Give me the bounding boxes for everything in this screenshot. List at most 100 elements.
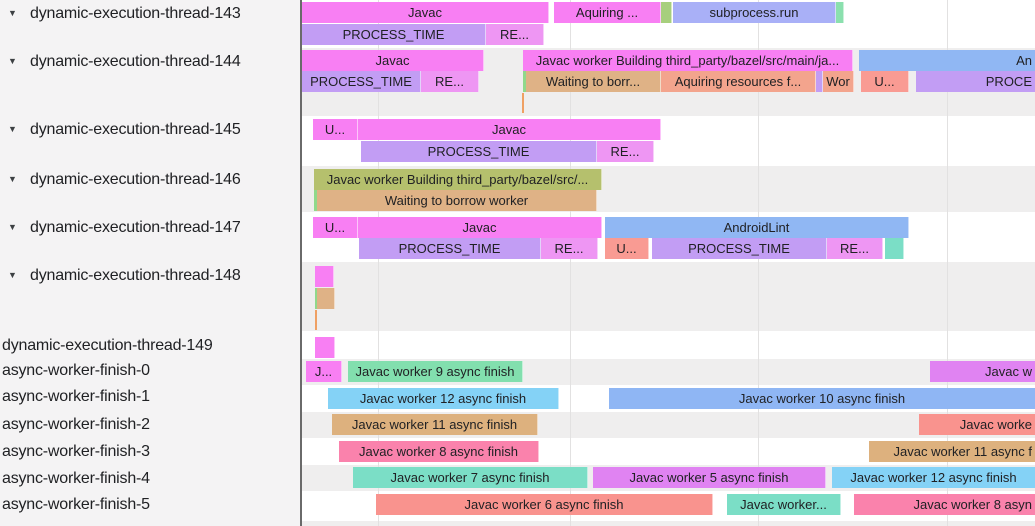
- trace-span[interactable]: Javac worker 5 async finish: [593, 467, 826, 488]
- trace-span[interactable]: Waiting to borrow worker: [317, 190, 597, 211]
- trace-span[interactable]: [816, 71, 823, 92]
- trace-span[interactable]: Wor: [823, 71, 854, 92]
- trace-span-label: J...: [314, 364, 333, 379]
- trace-span[interactable]: Javac worker 11 async f: [869, 441, 1035, 462]
- trace-span[interactable]: Javac worker 11 async finish: [332, 414, 538, 435]
- track-name-label: dynamic-execution-thread-147: [30, 219, 241, 236]
- trace-span[interactable]: U...: [861, 71, 909, 92]
- track-label-row[interactable]: dynamic-execution-thread-149: [0, 336, 300, 356]
- trace-span[interactable]: Javac: [302, 2, 549, 23]
- trace-span-label: Javac worker Building third_party/bazel/…: [326, 172, 589, 187]
- track-name-label: dynamic-execution-thread-144: [30, 53, 241, 70]
- track-label-row[interactable]: async-worker-finish-5: [0, 495, 300, 515]
- trace-span[interactable]: Waiting to borr...: [526, 71, 661, 92]
- trace-span[interactable]: [523, 71, 526, 92]
- trace-span[interactable]: subprocess.run: [673, 2, 836, 23]
- track-name-label: async-worker-finish-0: [2, 362, 150, 379]
- trace-span-label: RE...: [554, 241, 584, 256]
- expander-arrow-icon[interactable]: ▼: [8, 8, 17, 18]
- trace-span[interactable]: [661, 2, 672, 23]
- trace-span[interactable]: Javac worker Building third_party/bazel/…: [523, 50, 853, 71]
- trace-span[interactable]: RE...: [421, 71, 479, 92]
- trace-span[interactable]: PROCESS_TIME: [652, 238, 827, 259]
- trace-span[interactable]: [315, 337, 335, 358]
- track-background: [302, 262, 1035, 331]
- trace-span[interactable]: PROCESS_TIME: [361, 141, 597, 162]
- trace-span[interactable]: [315, 288, 317, 309]
- trace-span[interactable]: PROCESS_TIME: [359, 238, 541, 259]
- trace-span[interactable]: PROCESS_TIME: [302, 71, 421, 92]
- trace-span[interactable]: RE...: [486, 24, 544, 45]
- trace-span[interactable]: Javac worke: [919, 414, 1035, 435]
- expander-arrow-icon[interactable]: ▼: [8, 56, 17, 66]
- trace-span-label: RE...: [840, 241, 869, 256]
- trace-span[interactable]: Javac: [358, 119, 661, 140]
- trace-span[interactable]: [314, 190, 317, 211]
- trace-span[interactable]: [522, 93, 524, 113]
- trace-span[interactable]: RE...: [827, 238, 883, 259]
- trace-span[interactable]: Javac worker 7 async finish: [353, 467, 588, 488]
- expander-arrow-icon[interactable]: ▼: [8, 174, 17, 184]
- track-label-row[interactable]: async-worker-finish-4: [0, 469, 300, 489]
- trace-span[interactable]: [836, 2, 844, 23]
- trace-span[interactable]: Aquiring resources f...: [661, 71, 816, 92]
- expander-arrow-icon[interactable]: ▼: [8, 270, 17, 280]
- expander-arrow-icon[interactable]: ▼: [8, 124, 17, 134]
- trace-span[interactable]: PROCE: [916, 71, 1035, 92]
- trace-span-label: Aquiring resources f...: [674, 74, 802, 89]
- trace-span[interactable]: U...: [313, 119, 358, 140]
- track-label-row[interactable]: async-worker-finish-2: [0, 415, 300, 435]
- time-gridline: [570, 0, 571, 526]
- trace-span[interactable]: Javac worker...: [727, 494, 841, 515]
- track-label-row[interactable]: ▼ dynamic-execution-thread-145: [0, 120, 300, 140]
- trace-span-label: Javac worker 10 async finish: [738, 391, 906, 406]
- expander-arrow-icon[interactable]: ▼: [8, 222, 17, 232]
- trace-span-label: U...: [324, 122, 346, 137]
- trace-span-label: Javac worker 9 async finish: [355, 364, 515, 379]
- trace-span[interactable]: U...: [313, 217, 358, 238]
- track-label-row[interactable]: async-worker-finish-1: [0, 387, 300, 407]
- trace-span[interactable]: Javac worker 8 async finish: [339, 441, 539, 462]
- trace-span[interactable]: Javac worker 6 async finish: [376, 494, 713, 515]
- trace-span[interactable]: [315, 266, 334, 287]
- timeline-canvas[interactable]: Javac Aquiring ... subprocess.run PROCESS_T…: [302, 0, 1035, 526]
- track-label-row[interactable]: ▼ dynamic-execution-thread-148: [0, 266, 300, 286]
- trace-span-label: AndroidLint: [723, 220, 790, 235]
- trace-span[interactable]: PROCESS_TIME: [302, 24, 486, 45]
- track-label-row[interactable]: ▼ dynamic-execution-thread-146: [0, 170, 300, 190]
- trace-span[interactable]: RE...: [541, 238, 598, 259]
- trace-span[interactable]: J...: [306, 361, 342, 382]
- track-name-label: async-worker-finish-2: [2, 416, 150, 433]
- track-label-row[interactable]: ▼ dynamic-execution-thread-147: [0, 218, 300, 238]
- trace-span[interactable]: Javac: [302, 50, 484, 71]
- trace-span[interactable]: Javac worker Building third_party/bazel/…: [314, 169, 602, 190]
- track-label-row[interactable]: async-worker-finish-0: [0, 361, 300, 381]
- trace-span[interactable]: U...: [605, 238, 649, 259]
- trace-span-label: PROCE: [985, 74, 1032, 89]
- track-label-row[interactable]: ▼ dynamic-execution-thread-143: [0, 4, 300, 24]
- trace-span[interactable]: [885, 238, 904, 259]
- track-label-row[interactable]: ▼ dynamic-execution-thread-144: [0, 52, 300, 72]
- trace-span[interactable]: Javac: [358, 217, 602, 238]
- trace-span[interactable]: [317, 288, 335, 309]
- trace-span[interactable]: Javac w: [930, 361, 1035, 382]
- trace-span[interactable]: AndroidLint: [605, 217, 909, 238]
- trace-span-label: An: [1016, 53, 1032, 68]
- trace-span[interactable]: Aquiring ...: [554, 2, 661, 23]
- trace-span[interactable]: Javac worker 8 asyn: [854, 494, 1035, 515]
- trace-span[interactable]: Javac worker 12 async finish: [328, 388, 559, 409]
- trace-span[interactable]: Javac worker 9 async finish: [348, 361, 523, 382]
- trace-span-label: Javac worker 7 async finish: [390, 470, 550, 485]
- trace-span[interactable]: RE...: [597, 141, 654, 162]
- time-gridline: [758, 0, 759, 526]
- trace-span-label: Javac worker 11 async finish: [351, 417, 518, 432]
- panel-separator[interactable]: [300, 0, 302, 526]
- track-label-row[interactable]: async-worker-finish-3: [0, 442, 300, 462]
- trace-span[interactable]: [315, 310, 317, 330]
- trace-span-label: Javac worker 8 async finish: [359, 444, 518, 459]
- trace-span-label: PROCESS_TIME: [688, 241, 790, 256]
- trace-span[interactable]: Javac worker 12 async finish: [832, 467, 1035, 488]
- trace-span[interactable]: An: [859, 50, 1035, 71]
- trace-span[interactable]: Javac worker 10 async finish: [609, 388, 1035, 409]
